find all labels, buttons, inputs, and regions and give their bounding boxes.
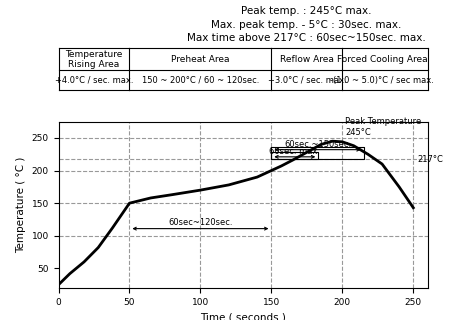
Text: 60sec~120sec.: 60sec~120sec. (168, 218, 233, 227)
Text: 217°C: 217°C (418, 155, 443, 164)
Text: +3.0°C / sec. max.: +3.0°C / sec. max. (268, 76, 346, 84)
Text: -(1.0 ~ 5.0)°C / sec max.: -(1.0 ~ 5.0)°C / sec max. (330, 76, 434, 84)
Text: Preheat Area: Preheat Area (171, 55, 230, 64)
Text: Reflow Area: Reflow Area (280, 55, 334, 64)
Text: Peak Temperature
245°C: Peak Temperature 245°C (345, 117, 422, 137)
X-axis label: Time ( seconds ): Time ( seconds ) (200, 312, 286, 320)
Text: 60sec. max.: 60sec. max. (269, 147, 320, 156)
Y-axis label: Temperature ( °C ): Temperature ( °C ) (16, 156, 26, 253)
Text: Temperature
Rising Area: Temperature Rising Area (65, 50, 123, 69)
Text: Peak temp. : 245°C max.
Max. peak temp. - 5°C : 30sec. max.
Max time above 217°C: Peak temp. : 245°C max. Max. peak temp. … (187, 6, 425, 43)
Text: 60sec.~150sec.: 60sec.~150sec. (284, 140, 351, 149)
Text: 150 ~ 200°C / 60 ~ 120sec.: 150 ~ 200°C / 60 ~ 120sec. (142, 76, 259, 84)
Text: +4.0°C / sec. max.: +4.0°C / sec. max. (55, 76, 133, 84)
Text: Forced Cooling Area: Forced Cooling Area (337, 55, 428, 64)
